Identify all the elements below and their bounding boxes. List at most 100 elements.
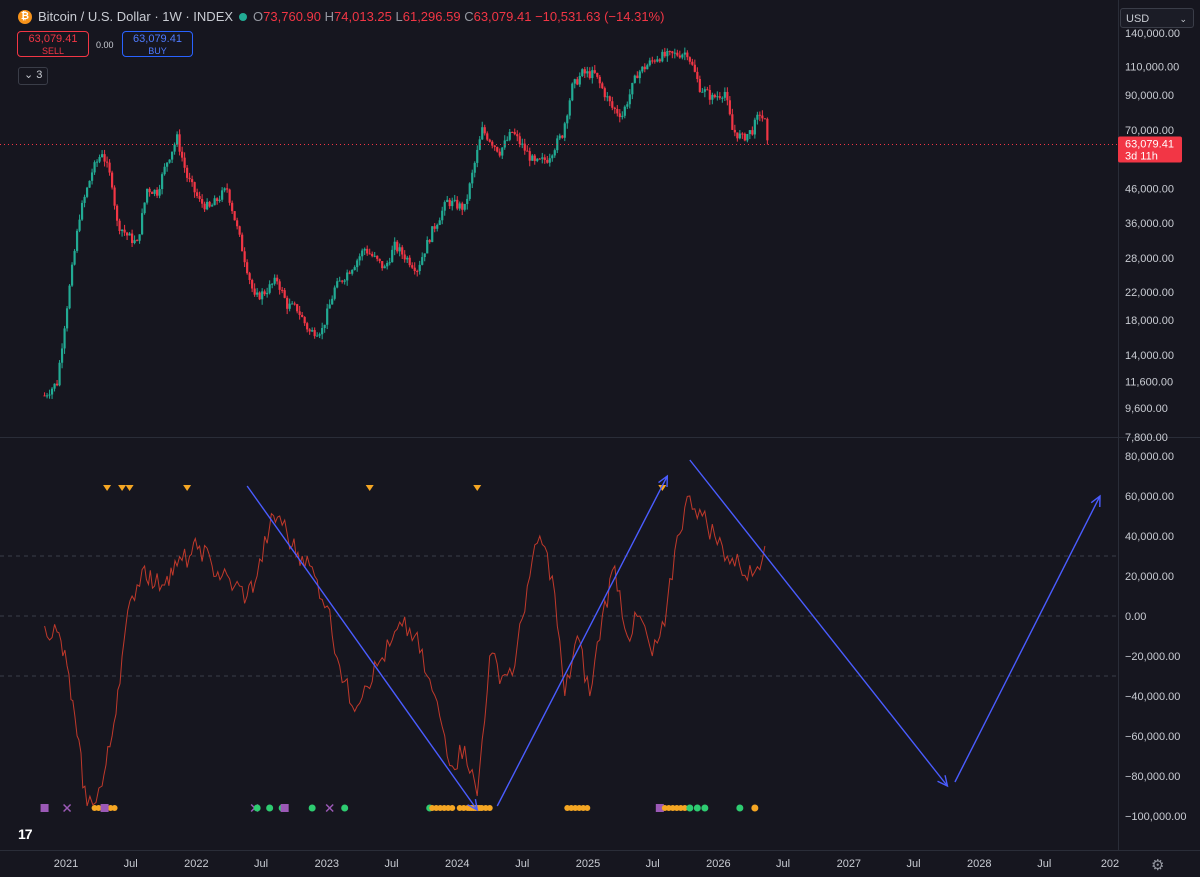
candle-body — [45, 395, 49, 397]
signal-dot-marker — [266, 804, 274, 812]
trend-arrow-line — [954, 495, 1101, 783]
candle-body — [243, 251, 246, 263]
signal-triangle-marker — [658, 485, 667, 491]
candle-body — [611, 101, 614, 108]
candle-body — [241, 234, 244, 252]
oscillator-tick-label: −100,000.00 — [1125, 811, 1186, 823]
signal-x-marker — [63, 803, 72, 813]
candle-body — [516, 134, 519, 137]
candle-body — [683, 52, 686, 55]
candle-body — [123, 229, 126, 233]
candle-body — [258, 292, 261, 300]
candle-body — [546, 160, 549, 163]
candle-body — [43, 395, 46, 397]
candle-body — [333, 287, 336, 299]
signal-dot-marker — [253, 804, 261, 812]
time-tick-label: Jul — [646, 858, 660, 870]
candle-body — [151, 192, 154, 194]
time-tick-label: 2027 — [837, 858, 861, 870]
signal-triangle-marker — [365, 485, 374, 491]
candle-body — [338, 280, 341, 282]
candle-body — [726, 91, 729, 101]
candle-body — [418, 264, 421, 272]
oscillator-tick-label: −20,000.00 — [1125, 651, 1180, 663]
chevron-down-icon: ⌄ — [24, 69, 34, 81]
candle-body — [583, 69, 586, 74]
signal-dot-marker — [584, 805, 591, 811]
currency-select[interactable]: USD ⌄ — [1120, 8, 1194, 28]
candle-body — [221, 190, 224, 200]
candle-body — [716, 96, 719, 98]
signal-dot-marker — [341, 804, 349, 812]
candle-body — [321, 327, 324, 335]
gear-icon[interactable]: ⚙ — [1151, 857, 1165, 874]
market-status-icon — [239, 12, 248, 21]
candle-body — [158, 189, 161, 196]
candle-body — [428, 239, 431, 243]
candle-body — [301, 314, 304, 318]
candle-body — [511, 131, 514, 133]
candle-body — [536, 158, 539, 161]
candle-body — [663, 51, 666, 57]
signal-dot-marker — [736, 804, 744, 812]
candle-body — [488, 139, 491, 142]
candle-body — [413, 267, 416, 272]
currency-value: USD — [1126, 13, 1150, 25]
candle-body — [118, 220, 121, 231]
candle-body — [533, 155, 536, 161]
candle-body — [90, 172, 94, 181]
price-tick-label: 14,000.00 — [1125, 350, 1174, 362]
candle-body — [346, 272, 349, 281]
candle-body — [593, 70, 596, 73]
candle-body — [743, 133, 746, 141]
candle-body — [503, 140, 506, 148]
candle-body — [448, 199, 451, 207]
candle-body — [753, 119, 756, 135]
candle-body — [721, 97, 724, 99]
candle-body — [586, 71, 589, 74]
candle-body — [498, 151, 501, 156]
candle-body — [113, 187, 116, 206]
trend-arrow-head — [1090, 494, 1101, 508]
candle-body — [276, 277, 279, 282]
candle-body — [138, 234, 141, 241]
candle-body — [543, 157, 546, 161]
tradingview-logo-icon[interactable]: 17 — [18, 826, 33, 842]
signal-square-marker — [655, 804, 664, 812]
candle-body — [461, 203, 464, 210]
oscillator-tick-label: 20,000.00 — [1125, 571, 1174, 583]
current-price-badge — [1118, 136, 1182, 163]
candle-body — [746, 133, 749, 141]
oscillator-tick-label: 60,000.00 — [1125, 491, 1174, 503]
candle-body — [596, 72, 599, 77]
candle-body — [156, 189, 159, 196]
candle-body — [491, 141, 494, 146]
symbol-title[interactable]: Bitcoin / U.S. Dollar · 1W · INDEX — [38, 9, 234, 24]
candle-body — [153, 189, 156, 194]
sell-button[interactable]: 63,079.41 SELL — [17, 31, 89, 57]
signal-dot-marker — [681, 805, 688, 811]
candle-body — [471, 172, 474, 184]
candle-body — [421, 257, 424, 265]
candle-body — [666, 51, 669, 57]
candle-body — [446, 199, 449, 203]
candle-body — [468, 183, 471, 199]
candle-body — [701, 91, 704, 93]
buy-button[interactable]: 63,079.41 BUY — [122, 31, 193, 57]
candle-body — [88, 180, 91, 188]
candle-body — [353, 267, 356, 270]
candle-body — [391, 249, 394, 263]
sell-label: SELL — [41, 46, 65, 56]
candle-body — [541, 157, 544, 159]
candle-body — [196, 192, 199, 197]
indicator-layers-toggle[interactable]: ⌄ 3 — [18, 67, 49, 85]
candle-body — [80, 202, 84, 220]
trend-arrow-line — [496, 475, 668, 807]
candle-body — [436, 224, 439, 229]
candle-body — [736, 132, 739, 139]
candle-body — [613, 107, 616, 109]
candle-body — [591, 70, 594, 79]
candle-body — [58, 362, 61, 386]
candle-body — [386, 262, 389, 267]
